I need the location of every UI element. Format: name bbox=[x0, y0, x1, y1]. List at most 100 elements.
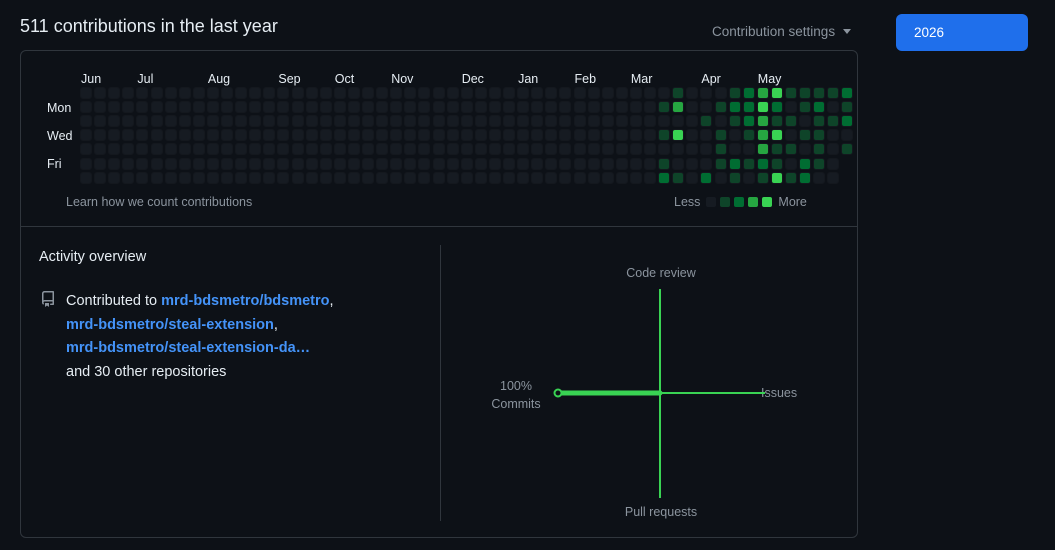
contribution-day-cell[interactable] bbox=[504, 144, 514, 155]
contribution-day-cell[interactable] bbox=[602, 144, 613, 155]
contribution-day-cell[interactable] bbox=[786, 130, 796, 141]
contribution-day-cell[interactable] bbox=[715, 102, 726, 113]
contribution-day-cell[interactable] bbox=[250, 88, 261, 98]
contribution-day-cell[interactable] bbox=[109, 130, 120, 141]
contribution-day-cell[interactable] bbox=[81, 158, 91, 169]
contribution-day-cell[interactable] bbox=[447, 130, 458, 141]
contribution-day-cell[interactable] bbox=[433, 158, 444, 169]
contribution-day-cell[interactable] bbox=[264, 144, 275, 155]
contribution-day-cell[interactable] bbox=[574, 172, 585, 183]
contribution-day-cell[interactable] bbox=[616, 158, 627, 169]
contribution-day-cell[interactable] bbox=[151, 88, 162, 98]
contribution-day-cell[interactable] bbox=[207, 158, 218, 169]
contribution-day-cell[interactable] bbox=[560, 102, 571, 113]
contribution-day-cell[interactable] bbox=[320, 172, 331, 183]
contribution-day-cell[interactable] bbox=[475, 116, 486, 127]
contribution-day-cell[interactable] bbox=[165, 116, 176, 127]
contribution-day-cell[interactable] bbox=[207, 172, 218, 183]
contribution-day-cell[interactable] bbox=[602, 102, 613, 113]
contribution-day-cell[interactable] bbox=[363, 158, 373, 169]
contribution-day-cell[interactable] bbox=[645, 144, 655, 155]
contribution-day-cell[interactable] bbox=[771, 158, 782, 169]
contribution-day-cell[interactable] bbox=[842, 144, 853, 155]
contribution-day-cell[interactable] bbox=[222, 88, 232, 98]
contribution-day-cell[interactable] bbox=[419, 172, 430, 183]
contribution-day-cell[interactable] bbox=[546, 102, 557, 113]
contribution-day-cell[interactable] bbox=[306, 116, 317, 127]
contribution-day-cell[interactable] bbox=[250, 116, 261, 127]
contribution-day-cell[interactable] bbox=[179, 144, 190, 155]
contribution-day-cell[interactable] bbox=[757, 102, 768, 113]
contribution-day-cell[interactable] bbox=[659, 144, 670, 155]
contribution-day-cell[interactable] bbox=[433, 130, 444, 141]
contribution-day-cell[interactable] bbox=[95, 158, 106, 169]
contribution-day-cell[interactable] bbox=[137, 130, 148, 141]
contribution-day-cell[interactable] bbox=[828, 144, 839, 155]
contribution-day-cell[interactable] bbox=[250, 102, 261, 113]
contribution-day-cell[interactable] bbox=[165, 88, 176, 98]
contribution-day-cell[interactable] bbox=[546, 88, 557, 98]
contribution-day-cell[interactable] bbox=[405, 144, 416, 155]
contribution-day-cell[interactable] bbox=[306, 158, 317, 169]
contribution-day-cell[interactable] bbox=[250, 158, 261, 169]
contribution-day-cell[interactable] bbox=[701, 172, 712, 183]
contribution-day-cell[interactable] bbox=[673, 88, 684, 98]
contribution-day-cell[interactable] bbox=[405, 116, 416, 127]
contribution-day-cell[interactable] bbox=[250, 130, 261, 141]
contribution-day-cell[interactable] bbox=[377, 172, 388, 183]
contribution-day-cell[interactable] bbox=[645, 88, 655, 98]
contribution-day-cell[interactable] bbox=[433, 116, 444, 127]
contribution-day-cell[interactable] bbox=[334, 172, 345, 183]
contribution-day-cell[interactable] bbox=[95, 130, 106, 141]
contribution-day-cell[interactable] bbox=[616, 102, 627, 113]
contribution-day-cell[interactable] bbox=[236, 116, 247, 127]
contribution-day-cell[interactable] bbox=[757, 158, 768, 169]
contribution-day-cell[interactable] bbox=[729, 158, 740, 169]
contribution-day-cell[interactable] bbox=[320, 144, 331, 155]
contribution-day-cell[interactable] bbox=[602, 116, 613, 127]
contribution-day-cell[interactable] bbox=[391, 158, 402, 169]
contribution-day-cell[interactable] bbox=[95, 102, 106, 113]
contribution-day-cell[interactable] bbox=[475, 88, 486, 98]
contribution-day-cell[interactable] bbox=[433, 144, 444, 155]
contribution-day-cell[interactable] bbox=[193, 116, 204, 127]
contribution-day-cell[interactable] bbox=[461, 144, 472, 155]
contribution-day-cell[interactable] bbox=[236, 172, 247, 183]
contribution-day-cell[interactable] bbox=[786, 88, 796, 98]
contribution-day-cell[interactable] bbox=[771, 88, 782, 98]
contribution-day-cell[interactable] bbox=[461, 172, 472, 183]
contribution-day-cell[interactable] bbox=[616, 172, 627, 183]
contribution-day-cell[interactable] bbox=[574, 144, 585, 155]
contribution-day-cell[interactable] bbox=[475, 144, 486, 155]
contribution-day-cell[interactable] bbox=[659, 102, 670, 113]
contribution-day-cell[interactable] bbox=[151, 102, 162, 113]
contribution-day-cell[interactable] bbox=[292, 144, 303, 155]
contribution-day-cell[interactable] bbox=[250, 172, 261, 183]
contribution-day-cell[interactable] bbox=[363, 102, 373, 113]
contribution-day-cell[interactable] bbox=[278, 172, 289, 183]
contribution-day-cell[interactable] bbox=[447, 88, 458, 98]
contribution-day-cell[interactable] bbox=[137, 102, 148, 113]
contribution-day-cell[interactable] bbox=[236, 88, 247, 98]
contribution-day-cell[interactable] bbox=[743, 116, 754, 127]
contribution-day-cell[interactable] bbox=[800, 102, 811, 113]
contribution-day-cell[interactable] bbox=[433, 172, 444, 183]
contribution-day-cell[interactable] bbox=[165, 172, 176, 183]
contribution-day-cell[interactable] bbox=[729, 172, 740, 183]
contribution-day-cell[interactable] bbox=[348, 172, 359, 183]
contribution-day-cell[interactable] bbox=[447, 172, 458, 183]
contribution-day-cell[interactable] bbox=[348, 116, 359, 127]
contribution-day-cell[interactable] bbox=[109, 158, 120, 169]
contribution-day-cell[interactable] bbox=[771, 172, 782, 183]
contribution-day-cell[interactable] bbox=[616, 88, 627, 98]
contribution-day-cell[interactable] bbox=[701, 158, 712, 169]
contribution-day-cell[interactable] bbox=[659, 116, 670, 127]
contribution-day-cell[interactable] bbox=[320, 88, 331, 98]
contribution-day-cell[interactable] bbox=[771, 130, 782, 141]
contribution-day-cell[interactable] bbox=[504, 116, 514, 127]
contribution-day-cell[interactable] bbox=[250, 144, 261, 155]
contribution-day-cell[interactable] bbox=[645, 130, 655, 141]
contribution-day-cell[interactable] bbox=[560, 88, 571, 98]
contribution-day-cell[interactable] bbox=[645, 158, 655, 169]
contribution-day-cell[interactable] bbox=[701, 102, 712, 113]
